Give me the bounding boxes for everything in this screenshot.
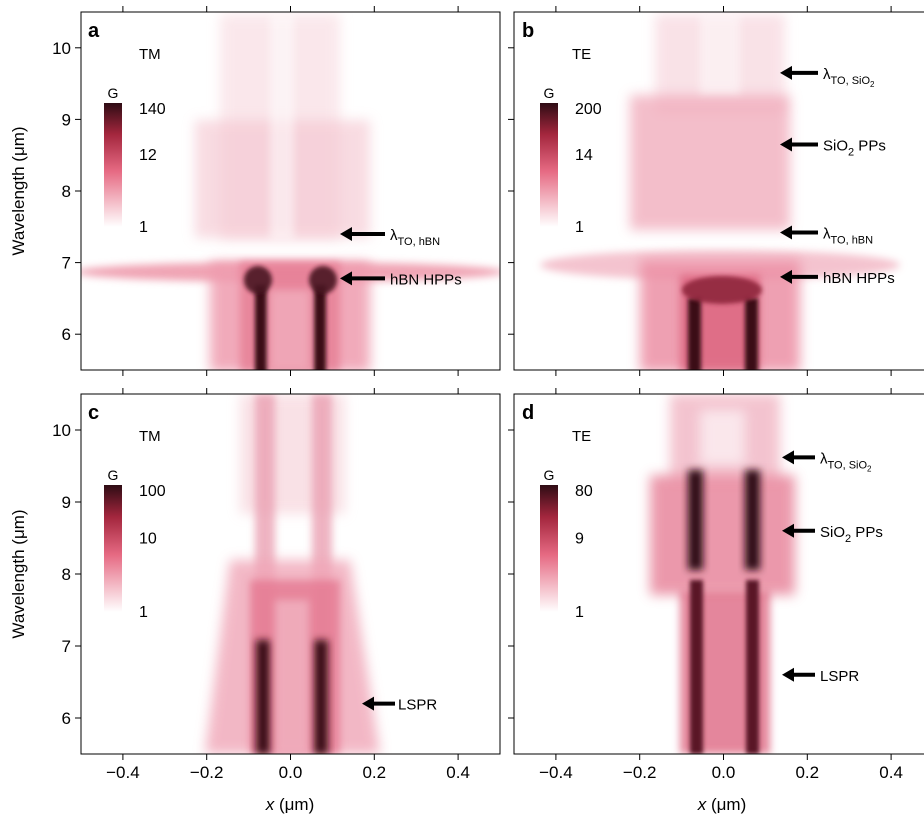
x-axis-title-right: x (μm) — [697, 795, 747, 814]
x-axis-unit-left: (μm) — [279, 795, 314, 814]
annotation-label-d: SiO2 PPs — [820, 524, 883, 545]
colorbar-d — [540, 485, 558, 612]
x-tick-label-c: 0.2 — [362, 763, 386, 782]
x-tick-label-d: 0.2 — [795, 763, 819, 782]
panel-letter-b: b — [522, 20, 534, 42]
annotation-arrow-head-a — [340, 271, 352, 286]
colorbar-tick-d: 9 — [575, 530, 584, 547]
colorbar-tick-c: 100 — [139, 483, 166, 500]
polarization-label-c: TM — [139, 428, 161, 445]
annotation-label-b: λTO, SiO2 — [823, 66, 875, 89]
annotation-arrow-head-a — [340, 226, 352, 241]
panel-a-heatmap — [81, 14, 500, 370]
annotation-arrow-head-d — [782, 450, 794, 465]
y-tick-label-a: 9 — [62, 110, 71, 129]
colorbar-a — [104, 103, 122, 227]
colorbar-tick-b: 14 — [575, 147, 593, 164]
colorbar-label-d: G — [544, 467, 555, 483]
y-tick-label-a: 8 — [62, 182, 71, 201]
x-tick-label-c: 0.4 — [446, 763, 470, 782]
y-tick-label-a: 10 — [52, 39, 71, 58]
colorbar-tick-c: 10 — [139, 530, 157, 547]
colorbar-label-a: G — [108, 85, 119, 101]
annotation-label-a: λTO, hBN — [390, 227, 440, 248]
annotation-arrow-head-b — [780, 225, 792, 240]
annotation-arrow-head-b — [780, 269, 792, 284]
panel-letter-d: d — [522, 402, 534, 424]
annotation-label-b: hBN HPPs — [823, 270, 895, 287]
x-axis-var-right: x — [697, 795, 707, 814]
y-tick-label-c: 9 — [62, 493, 71, 512]
panel-c-heatmap — [205, 394, 380, 754]
x-tick-label-d: −0.2 — [623, 763, 657, 782]
x-tick-label-d: 0.0 — [712, 763, 736, 782]
y-tick-label-c: 7 — [62, 637, 71, 656]
x-tick-label-c: −0.2 — [190, 763, 224, 782]
annotation-arrow-head-d — [782, 523, 794, 538]
x-axis-var-left: x — [265, 795, 275, 814]
colorbar-tick-d: 1 — [575, 604, 584, 621]
annotation-label-b: SiO2 PPs — [823, 137, 886, 158]
polarization-label-a: TM — [139, 46, 161, 63]
colorbar-tick-c: 1 — [139, 604, 148, 621]
y-tick-label-a: 6 — [62, 325, 71, 344]
x-tick-label-d: 0.4 — [879, 763, 903, 782]
annotation-arrow-head-d — [782, 667, 794, 682]
y-tick-label-c: 6 — [62, 709, 71, 728]
y-axis-title-top: Wavelength (μm) — [9, 126, 28, 255]
annotation-label-d: λTO, SiO2 — [820, 450, 872, 473]
panel-letter-c: c — [88, 402, 99, 424]
x-tick-label-c: −0.4 — [106, 763, 140, 782]
y-tick-label-a: 7 — [62, 254, 71, 273]
annotation-arrow-head-b — [780, 65, 792, 80]
annotation-label-b: λTO, hBN — [823, 226, 873, 247]
colorbar-tick-b: 1 — [575, 219, 584, 236]
colorbar-tick-d: 80 — [575, 483, 593, 500]
y-axis-title-bottom: Wavelength (μm) — [9, 509, 28, 638]
panel-d-heatmap — [650, 394, 795, 754]
annotation-label-a: hBN HPPs — [390, 271, 462, 288]
colorbar-c — [104, 485, 122, 612]
annotation-arrow-head-c — [362, 696, 374, 711]
colorbar-tick-a: 140 — [139, 101, 166, 118]
x-tick-label-d: −0.4 — [539, 763, 573, 782]
panel-letter-a: a — [88, 20, 100, 42]
panel-b-heatmap — [540, 14, 900, 370]
y-tick-label-c: 10 — [52, 421, 71, 440]
generated-marks: a TM 6 7 8 9 10 G 140 12 1 λTO, hBN hBN HPPs b TE G 200 1… — [52, 6, 903, 782]
colorbar-b — [540, 103, 558, 227]
colorbar-tick-a: 12 — [139, 147, 157, 164]
annotation-label-d: LSPR — [820, 668, 859, 685]
y-tick-label-c: 8 — [62, 565, 71, 584]
colorbar-tick-b: 200 — [575, 101, 602, 118]
x-tick-label-c: 0.0 — [279, 763, 303, 782]
x-axis-unit-right: (μm) — [711, 795, 746, 814]
x-axis-title-left: x (μm) — [265, 795, 315, 814]
annotation-arrow-head-b — [780, 137, 792, 152]
polarization-label-d: TE — [572, 428, 591, 445]
colorbar-tick-a: 1 — [139, 219, 148, 236]
annotation-label-c: LSPR — [398, 697, 437, 714]
colorbar-label-c: G — [108, 467, 119, 483]
polarization-label-b: TE — [572, 46, 591, 63]
colorbar-label-b: G — [544, 85, 555, 101]
